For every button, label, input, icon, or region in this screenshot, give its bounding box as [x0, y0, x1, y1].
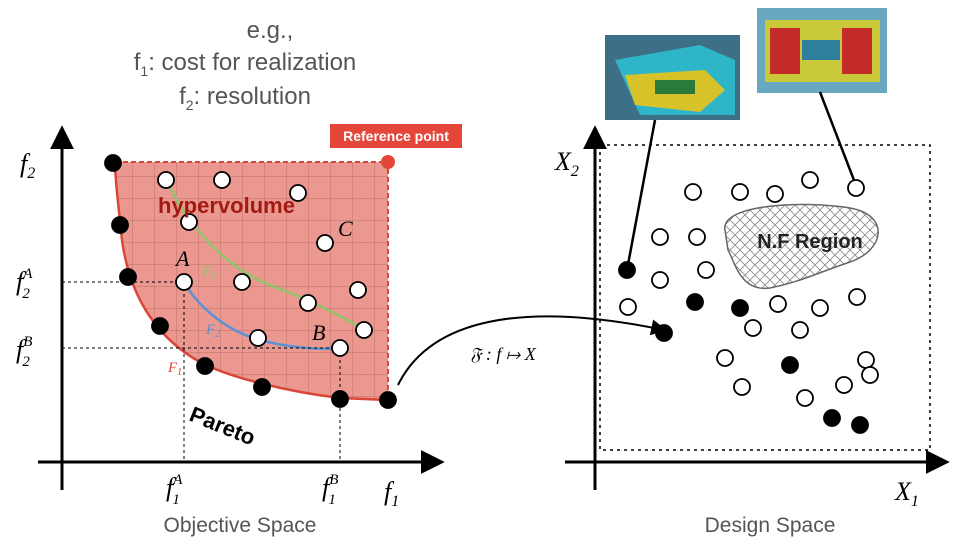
region-label: N.F Region: [757, 231, 863, 253]
reference-point: [381, 155, 395, 169]
reference-label: Reference point: [343, 128, 449, 144]
point: [356, 322, 372, 338]
point: [732, 184, 748, 200]
point: [848, 180, 864, 196]
point: [687, 294, 703, 310]
point: [770, 296, 786, 312]
point: [656, 325, 672, 341]
point: [234, 274, 250, 290]
point: [824, 410, 840, 426]
point: [620, 299, 636, 315]
point-label: B: [312, 320, 325, 345]
point: [852, 417, 868, 433]
point: [652, 272, 668, 288]
point: [797, 390, 813, 406]
hypervolume-label: hypervolume: [158, 193, 295, 218]
point: [332, 391, 348, 407]
header: e.g., f1: cost for realization f2: resol…: [134, 17, 357, 113]
point: [254, 379, 270, 395]
point-label: C: [338, 216, 353, 241]
point: [698, 262, 714, 278]
point: [120, 269, 136, 285]
point: [812, 300, 828, 316]
front-label: F1: [167, 360, 182, 378]
point: [332, 340, 348, 356]
point: [619, 262, 635, 278]
point: [350, 282, 366, 298]
point: [858, 352, 874, 368]
point: [317, 235, 333, 251]
design-bound: [600, 145, 930, 450]
point: [214, 172, 230, 188]
header-line: f2: resolution: [179, 83, 311, 113]
panel-title: Design Space: [705, 514, 836, 537]
point: [176, 274, 192, 290]
thumbnail: [605, 35, 740, 120]
mapping-label: 𝔉 : f ↦ X: [470, 344, 537, 364]
point: [689, 229, 705, 245]
point: [849, 289, 865, 305]
point: [685, 184, 701, 200]
callout-line: [627, 120, 655, 270]
point: [802, 172, 818, 188]
diagram: e.g., f1: cost for realization f2: resol…: [0, 0, 953, 544]
point: [836, 377, 852, 393]
point-label: A: [174, 246, 190, 271]
pareto-label: Pareto: [186, 401, 259, 450]
thumbnail: [757, 8, 887, 93]
point: [158, 172, 174, 188]
x-axis-label: f1: [384, 477, 399, 510]
y-axis-label: f2: [20, 149, 35, 182]
point: [782, 357, 798, 373]
point: [732, 300, 748, 316]
point: [380, 392, 396, 408]
point: [862, 367, 878, 383]
point: [197, 358, 213, 374]
panel-title: Objective Space: [164, 514, 317, 537]
y-axis-label: X2: [554, 147, 579, 180]
header-line: f1: cost for realization: [134, 49, 357, 79]
point: [734, 379, 750, 395]
point: [152, 318, 168, 334]
point: [792, 322, 808, 338]
point: [745, 320, 761, 336]
x-axis-label: X1: [894, 477, 919, 510]
callout-line: [820, 92, 857, 188]
point: [105, 155, 121, 171]
point: [250, 330, 266, 346]
header-line: e.g.,: [247, 17, 294, 44]
point: [717, 350, 733, 366]
point: [767, 186, 783, 202]
point: [652, 229, 668, 245]
point: [112, 217, 128, 233]
point: [300, 295, 316, 311]
